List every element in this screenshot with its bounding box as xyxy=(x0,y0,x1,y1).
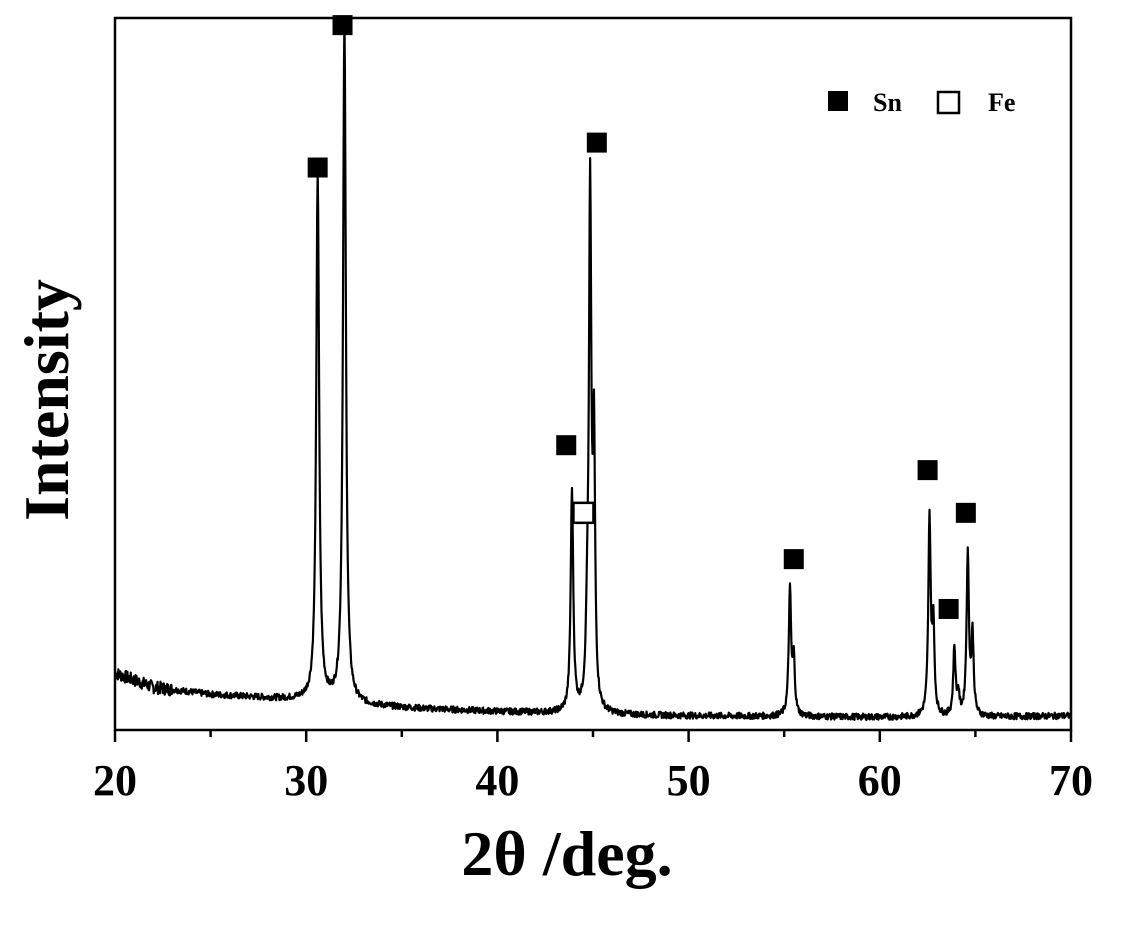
x-tick-label: 30 xyxy=(284,756,328,805)
legend-sn-label: Sn xyxy=(873,88,902,117)
diffraction-pattern-line xyxy=(115,18,1071,720)
sn-peak-marker xyxy=(308,158,328,178)
x-tick-labels: 20 30 40 50 60 70 xyxy=(93,756,1093,805)
x-axis-title: 2θ /deg. xyxy=(461,818,672,889)
fe-peak-marker xyxy=(573,503,593,523)
x-tick-label: 20 xyxy=(93,756,137,805)
sn-peak-marker xyxy=(333,15,353,35)
sn-peak-marker xyxy=(918,460,938,480)
legend: Sn Fe xyxy=(828,88,1015,117)
legend-fe-label: Fe xyxy=(988,88,1015,117)
xrd-chart: 20 30 40 50 60 70 Sn Fe 2θ /deg. Intensity xyxy=(0,0,1130,925)
legend-fe-swatch xyxy=(938,92,959,113)
y-axis-title: Intensity xyxy=(11,279,82,521)
x-tick-label: 40 xyxy=(475,756,519,805)
x-tick-label: 60 xyxy=(858,756,902,805)
sn-peak-marker xyxy=(939,599,959,619)
legend-sn-swatch xyxy=(828,91,848,111)
sn-peak-marker xyxy=(587,133,607,153)
x-tick-label: 50 xyxy=(667,756,711,805)
x-ticks xyxy=(115,730,1071,742)
sn-peak-marker xyxy=(784,549,804,569)
sn-peak-marker xyxy=(556,435,576,455)
sn-peak-marker xyxy=(956,503,976,523)
x-tick-label: 70 xyxy=(1049,756,1093,805)
